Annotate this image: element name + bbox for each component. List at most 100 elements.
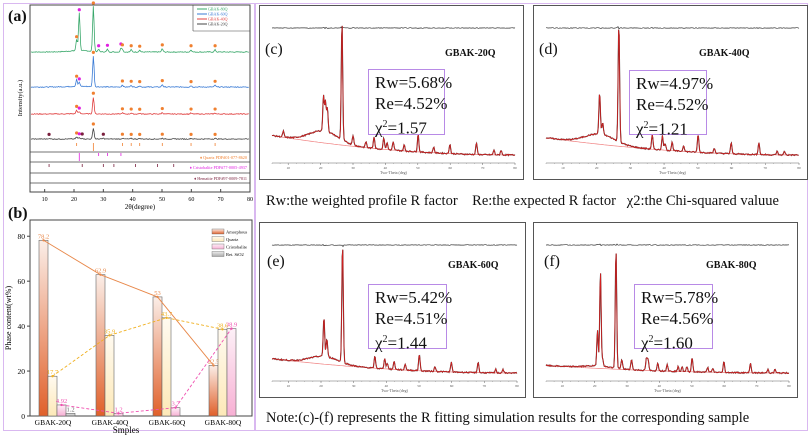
re-definition: Re:the expected R factor: [472, 193, 616, 209]
difference-curve: [271, 244, 518, 248]
phase-marker: [213, 107, 217, 111]
x-axis-label: Smples: [113, 425, 140, 435]
chi-number: =1.44: [387, 333, 427, 353]
x-tick-label: 60: [722, 384, 726, 388]
xrd-series-gbak-80q: [31, 6, 249, 53]
trend-point: [174, 406, 177, 409]
legend-swatch: [211, 243, 225, 250]
trend-line-cristobalite: [61, 328, 232, 414]
legend-label: Cristobalite: [226, 245, 247, 250]
data-label: 43.7: [161, 311, 173, 318]
phase-marker: [160, 132, 164, 136]
panel-a: (a) 10 20 30 40 50 60 70 80 2θ(degree) Intensity(…: [0, 0, 255, 211]
panel-b: (b) 0 20 40 60 80 Phase content(wt%) Smples GBA…: [0, 205, 255, 435]
phase-marker: [120, 107, 124, 111]
xrd-series-gbak-40q: [30, 97, 249, 115]
x-tick-label: 50: [159, 197, 165, 203]
bar-amorphous: [38, 239, 49, 417]
trend-point: [221, 328, 224, 331]
y-tick-label: 20: [18, 367, 26, 376]
data-label: 4.92: [56, 398, 67, 405]
chi-symbol: χ: [641, 333, 649, 353]
rw-definition: Rw:the weighted profile R factor: [266, 193, 458, 209]
x-tick-label: 70: [218, 197, 224, 203]
x-tick-label: 80: [797, 166, 801, 170]
xrd-series-gbak-20q: [30, 128, 249, 140]
data-label: 62.9: [95, 268, 106, 275]
phase-marker: [129, 79, 133, 83]
x-tick-label: 40: [658, 384, 662, 388]
bar-cristobalite: [56, 404, 67, 417]
phase-marker: [189, 132, 193, 136]
calculated-curve: [271, 249, 518, 374]
chi-symbol: χ: [375, 118, 383, 138]
difference-curve: [545, 26, 800, 30]
panel-e-label: (e): [267, 253, 285, 270]
x-tick-label: 50: [416, 166, 420, 170]
legend-label: GBAK-80Q: [208, 7, 228, 12]
rietveld-chart-e: 10 20 30 40 50 60 70 80 Two-Theta (deg): [271, 244, 519, 393]
x-tick-label: 10: [286, 166, 290, 170]
phase-bar-chart-b: 0 20 40 60 80 Phase content(wt%) Smples GBAK-20…: [4, 219, 253, 435]
phase-marker: [91, 122, 95, 126]
sample-name-f: GBAK-80Q: [706, 260, 757, 271]
figure-frame-right: [255, 3, 808, 431]
x-tick-label: 10: [560, 384, 564, 388]
phase-marker: [80, 132, 84, 136]
chi-sup: 2: [643, 120, 649, 131]
figure-frame-left: [3, 3, 255, 431]
reference-label: ♦ Hematite PDF#97-0009-7811: [194, 176, 247, 181]
phase-marker: [213, 44, 217, 48]
x-tick-label: 40: [385, 384, 389, 388]
phase-marker: [129, 107, 133, 111]
calculated-curve: [545, 253, 790, 375]
bar-cristobalite: [226, 328, 237, 417]
category-label: GBAK-40Q: [92, 418, 129, 427]
category-label: GBAK-80Q: [205, 418, 242, 427]
x-tick-label: 70: [764, 166, 768, 170]
trend-point: [165, 316, 168, 320]
phase-marker: [129, 132, 133, 136]
category-label: GBAK-60Q: [149, 418, 186, 427]
rietveld-chart-f: 10 20 30 40 50 60 70 80 Two-Theta (deg): [545, 243, 791, 393]
reference-label: ♦ Quartz PDF#01-077-8620: [200, 155, 247, 160]
chi-number: =1.57: [387, 118, 427, 138]
calculated-curve: [271, 25, 516, 157]
x-tick-label: 80: [787, 384, 791, 388]
chi-number: =1.21: [648, 119, 688, 139]
phase-marker: [120, 132, 124, 136]
phase-marker: [75, 131, 79, 135]
x-tick-label: 50: [417, 384, 421, 388]
plot-frame-b: [29, 219, 253, 417]
re-value: Re=4.52%: [375, 94, 448, 113]
plot-frame-a: [29, 4, 251, 193]
x-tick-label: 10: [42, 197, 48, 203]
x-axis-label: Two-Theta (deg): [654, 388, 682, 393]
data-label: 35.9: [104, 328, 115, 335]
x-tick-label: 60: [730, 166, 734, 170]
bar-amorphous: [208, 365, 219, 417]
bar-cristobalite: [170, 407, 181, 417]
bar-quartz: [104, 335, 115, 417]
phase-marker: [101, 132, 105, 136]
x-tick-label: 80: [247, 197, 253, 203]
data-label: 78.2: [38, 233, 49, 240]
x-tick-label: 10: [287, 384, 291, 388]
rietveld-chart-d: 10 20 30 40 50 60 70 80 Two-Theta (deg): [545, 26, 801, 175]
sample-name-c: GBAK-20Q: [445, 48, 496, 59]
phase-marker: [97, 44, 101, 48]
bar-quartz: [47, 375, 58, 417]
phase-marker: [91, 91, 95, 95]
stats-box-d: Rw=4.97% Re=4.52% χ2=1.21: [629, 70, 713, 139]
x-tick-label: 30: [625, 384, 629, 388]
data-label: 1.2: [66, 406, 74, 413]
phase-marker: [91, 1, 95, 5]
difference-curve: [271, 26, 516, 30]
chi-sup: 2: [382, 334, 388, 345]
caption-definitions: Rw:the weighted profile R factor Re:the …: [266, 193, 779, 210]
xrd-series-gbak-60q: [30, 56, 249, 88]
sample-name-e: GBAK-60Q: [448, 260, 499, 271]
x-axis-label: 2θ(degree): [125, 203, 156, 211]
rw-value: Rw=5.78%: [641, 288, 719, 307]
data-label: 22.5: [208, 358, 219, 365]
